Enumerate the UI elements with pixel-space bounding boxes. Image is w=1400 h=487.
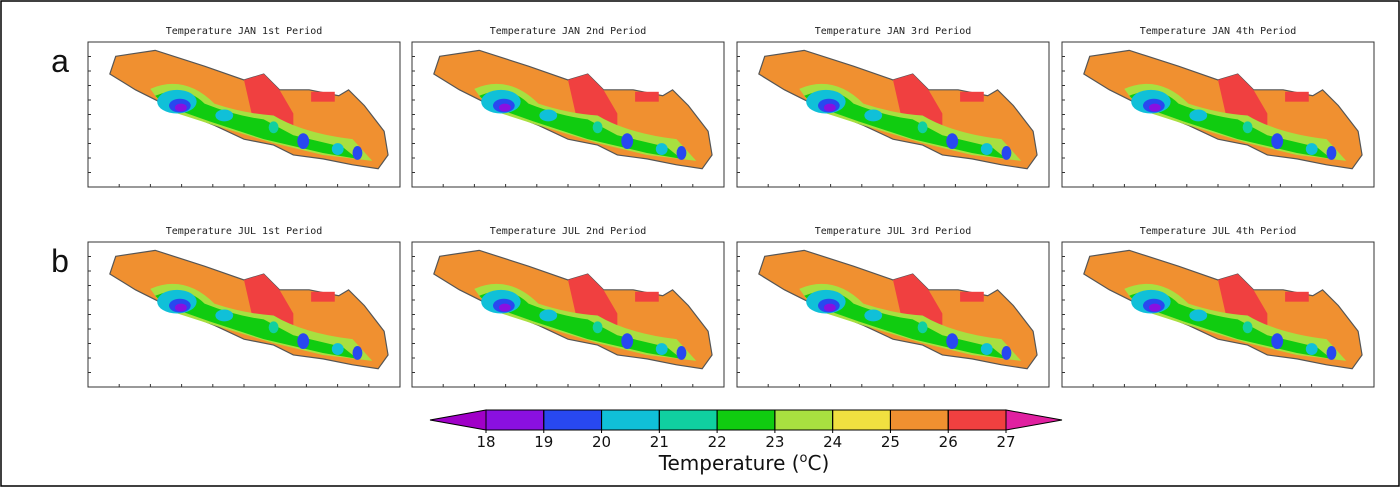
colorbar-cell	[485, 409, 545, 431]
colorbar-cell	[947, 409, 1007, 431]
colorbar-cell	[716, 409, 776, 431]
panel-title: Temperature JAN 1st Period	[166, 26, 323, 37]
colorbar-tick-label: 18	[476, 433, 495, 451]
colorbar-tick-label: 19	[534, 433, 553, 451]
colorbar-tick-label: 22	[708, 433, 727, 451]
colorbar-tick-label: 25	[881, 433, 900, 451]
colorbar-cell	[543, 409, 603, 431]
panel-title: Temperature JUL 1st Period	[166, 226, 323, 237]
colorbar-tick-label: 20	[592, 433, 611, 451]
panel-title: Temperature JUL 2nd Period	[490, 226, 647, 237]
colorbar-tick-label: 26	[939, 433, 958, 451]
colorbar-extend-high	[1005, 409, 1063, 431]
colorbar-tick-label: 23	[765, 433, 784, 451]
colorbar-label-unit: C)	[808, 451, 830, 475]
colorbar-cell	[774, 409, 834, 431]
panel-title: Temperature JAN 4th Period	[1140, 26, 1297, 37]
colorbar-label-sup: o	[800, 451, 808, 466]
panels: a Temperature JAN 1st Period Temperature J…	[51, 26, 1375, 388]
panel-title: Temperature JUL 4th Period	[1140, 226, 1297, 237]
panel-title: Temperature JAN 2nd Period	[490, 26, 647, 37]
colorbar-label-text: Temperature (	[658, 451, 800, 475]
row-label: a	[51, 43, 69, 79]
colorbar: 18 19 20 21 22 23 24 25 26 27	[429, 409, 1063, 451]
panel-title: Temperature JAN 3rd Period	[815, 26, 972, 37]
colorbar-label: Temperature (oC)	[658, 451, 830, 475]
colorbar-cell	[832, 409, 891, 431]
colorbar-tick-label: 21	[650, 433, 669, 451]
colorbar-tick-label: 27	[996, 433, 1015, 451]
panel-title: Temperature JUL 3rd Period	[815, 226, 972, 237]
colorbar-tick-label: 24	[823, 433, 842, 451]
row-label: b	[51, 243, 69, 279]
colorbar-cell	[601, 409, 660, 431]
colorbar-cell	[889, 409, 949, 431]
colorbar-extend-low	[429, 409, 487, 431]
colorbar-cell	[658, 409, 718, 431]
